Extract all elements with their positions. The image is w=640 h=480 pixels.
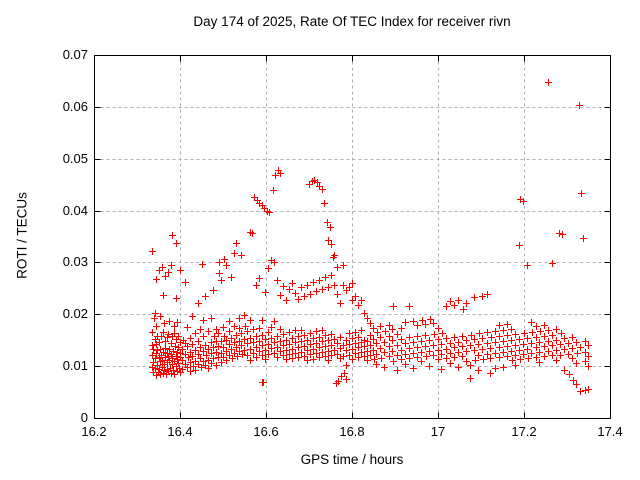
x-tick-label: 16.6 — [253, 424, 279, 439]
y-tick-label: 0.06 — [62, 98, 88, 114]
y-tick-label: 0 — [80, 410, 88, 425]
y-tick-label: 0.04 — [62, 202, 88, 218]
x-axis-label: GPS time / hours — [300, 452, 404, 467]
y-tick-label: 0.01 — [62, 358, 88, 374]
y-tick-label: 0.05 — [62, 150, 88, 166]
x-tick-label: 16.8 — [339, 424, 365, 439]
y-tick-label: 0.07 — [62, 47, 88, 62]
x-tick-label: 16.4 — [167, 424, 193, 439]
y-tick-label: 0.03 — [62, 254, 88, 270]
y-tick-label: 0.02 — [62, 306, 88, 322]
x-tick-label: 17 — [430, 424, 446, 439]
scatter-points — [149, 79, 592, 395]
chart-title: Day 174 of 2025, Rate Of TEC Index for r… — [193, 14, 511, 29]
x-tick-label: 17.4 — [597, 424, 623, 439]
x-tick-label: 17.2 — [511, 424, 537, 439]
x-tick-label: 16.2 — [81, 424, 107, 439]
